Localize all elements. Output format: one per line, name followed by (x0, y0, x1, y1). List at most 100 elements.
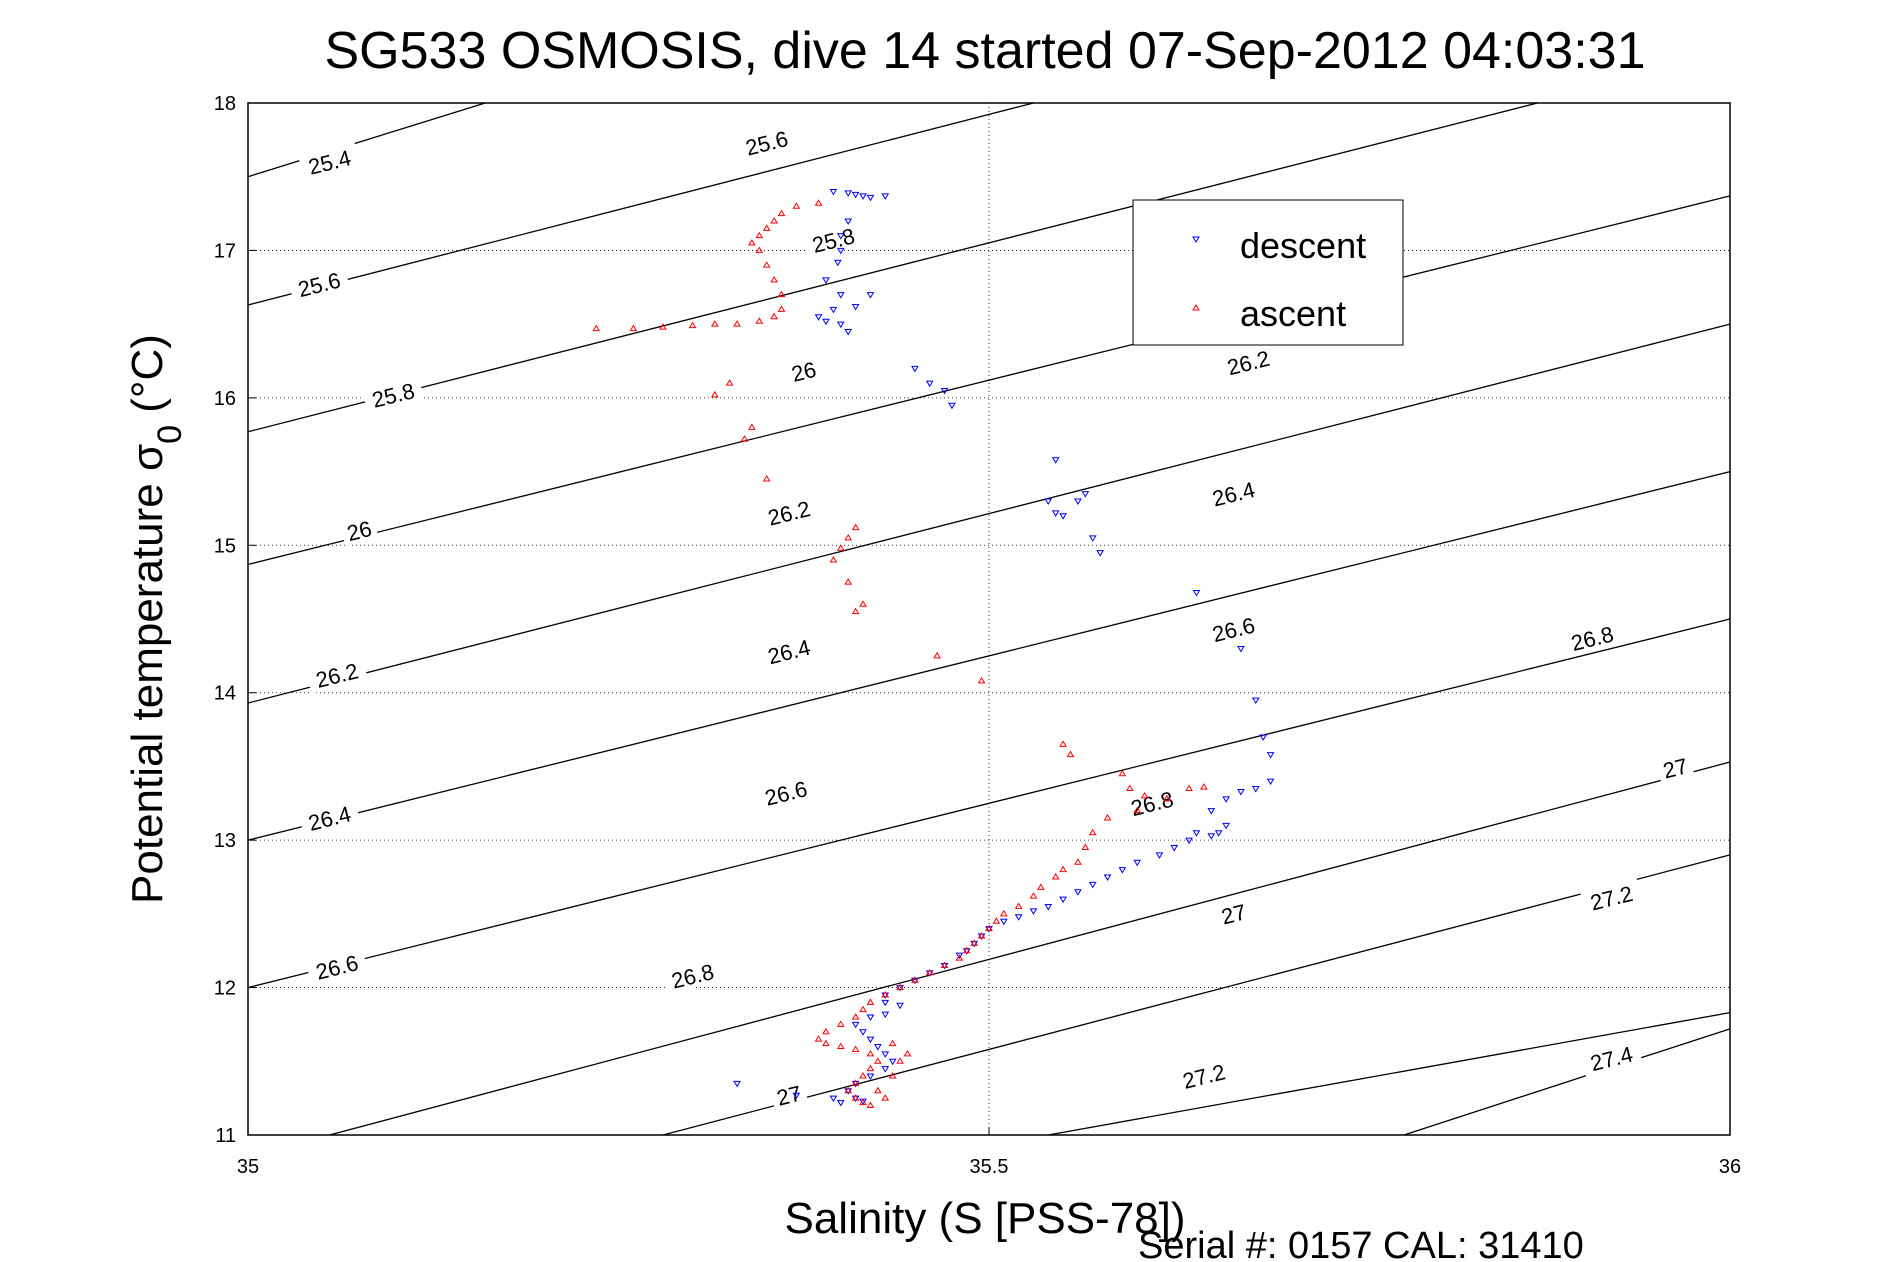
ascent-point (725, 379, 734, 386)
isopycnal-label-text: 26 (789, 357, 819, 387)
descent-point (1059, 513, 1067, 520)
descent-point (925, 380, 934, 388)
isopycnal-26-6 (247, 618, 1731, 989)
y-tick-label: 11 (215, 1125, 236, 1147)
descent-point (1051, 457, 1060, 464)
isopycnal-26-8 (329, 761, 1731, 1136)
ascent-point (1059, 740, 1067, 747)
x-tick-label: 36 (1719, 1156, 1741, 1178)
isopycnal-label-bg (757, 492, 820, 532)
descent-point (911, 977, 919, 985)
y-tick-label: 12 (214, 978, 236, 1000)
descent-point (1222, 796, 1231, 803)
isopycnal-label-bg (297, 141, 361, 181)
ascent-point (925, 968, 934, 976)
descent-point (844, 1088, 853, 1095)
ascent-point (1081, 843, 1090, 851)
legend-ascent-label: ascent (1240, 293, 1346, 334)
descent-point (866, 1036, 875, 1044)
ascent-point (836, 544, 845, 551)
chart-title: SG533 OSMOSIS, dive 14 started 07-Sep-20… (324, 22, 1645, 80)
isopycnal-25-6 (247, 102, 1034, 306)
isopycnal-label-bg (1213, 896, 1253, 930)
ascent-point (836, 1020, 845, 1027)
plot-area: 25.425.625.825.625.826 26.22626.226.426.2… (247, 102, 1731, 1136)
descent-point (1103, 874, 1112, 881)
descent-point (896, 985, 904, 992)
ascent-point (844, 533, 853, 541)
isopycnal-label-bg (661, 955, 724, 995)
ascent-point (710, 320, 719, 327)
isopycnal-label-bg (1579, 877, 1643, 917)
descent-point (866, 292, 875, 299)
ascent-point (1066, 750, 1075, 758)
ascent-point (1118, 769, 1127, 777)
descent-point (925, 970, 934, 977)
ascent-point (777, 209, 786, 217)
descent-point (881, 992, 890, 999)
ascent-point (710, 390, 719, 398)
ascent-point (740, 435, 749, 442)
descent-point (1192, 830, 1201, 837)
descent-point (851, 1080, 860, 1088)
y-axis-label: Potential temperature σ0 (°C) (123, 334, 189, 904)
ascent-point (659, 323, 667, 330)
ascent-point (873, 1057, 882, 1064)
descent-point (1133, 859, 1142, 867)
ascent-point (822, 1039, 830, 1047)
descent-point (1044, 498, 1053, 506)
ascent-point (896, 983, 904, 991)
isopycnal-label-bg (361, 374, 425, 414)
y-tick-label: 17 (214, 240, 236, 262)
ascent-point (977, 931, 986, 939)
descent-point (733, 1080, 741, 1088)
descent-point (1185, 837, 1193, 845)
descent-point (1029, 908, 1038, 915)
isopycnal-label-bg (1202, 473, 1265, 513)
isopycnal-label-bg (339, 512, 379, 547)
ascent-point (1162, 794, 1171, 802)
descent-point (836, 1100, 845, 1107)
isopycnal-label-bg (735, 122, 798, 162)
isopycnal-label-bg (1560, 617, 1624, 657)
ascent-point (1051, 873, 1060, 880)
ascent-point (1140, 791, 1149, 799)
descent-point (940, 962, 949, 970)
descent-point (1096, 550, 1105, 557)
ascent-point (851, 1079, 860, 1086)
ascent-point (859, 1098, 867, 1106)
ascent-point (814, 1035, 823, 1042)
y-tick-label: 15 (214, 535, 236, 557)
ascent-point (836, 1042, 845, 1050)
descent-point (1044, 903, 1053, 911)
descent-point (866, 1014, 875, 1022)
ascent-point (970, 939, 979, 946)
descent-point (970, 940, 979, 948)
descent-point (829, 306, 838, 314)
descent-point (881, 1011, 890, 1019)
x-axis-label: Salinity (S [PSS-78]) (784, 1194, 1185, 1243)
descent-point (1251, 697, 1260, 705)
descent-point (940, 387, 949, 395)
ascent-point (985, 924, 993, 932)
ascent-point (1014, 902, 1023, 909)
legend-descent-marker (1192, 236, 1200, 243)
descent-point (1207, 808, 1216, 815)
descent-point (822, 318, 830, 326)
descent-point (851, 1021, 860, 1029)
ascent-point (770, 275, 778, 283)
isopycnal-27 (662, 854, 1731, 1136)
isopycnal-label-bg (1120, 782, 1184, 822)
legend-descent-label: descent (1240, 225, 1366, 266)
isopycnal-27-4 (1403, 1028, 1731, 1136)
descent-point (844, 329, 853, 336)
descent-point (836, 292, 845, 299)
descent-point (836, 247, 845, 255)
isopycnal-label-bg (1655, 750, 1695, 784)
ascent-point (1074, 858, 1082, 865)
ascent-point (688, 321, 697, 329)
descent-point (836, 321, 845, 329)
isopycnal-label-bg (287, 263, 351, 303)
descent-point (1074, 889, 1082, 896)
